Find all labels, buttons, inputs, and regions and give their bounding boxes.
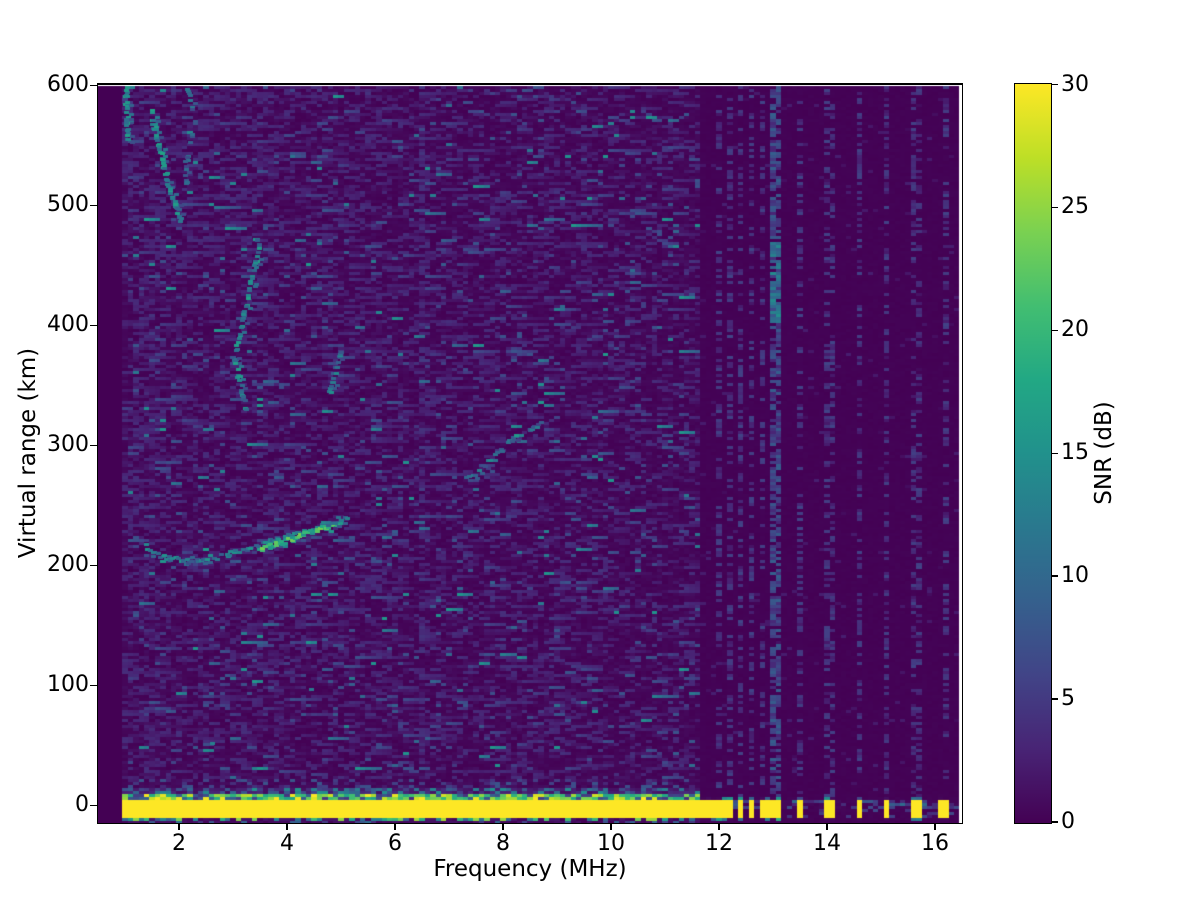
y-tick-label: 300 xyxy=(47,432,89,458)
y-tick-label: 100 xyxy=(47,672,89,698)
x-tick-mark xyxy=(502,823,504,830)
y-tick-label: 600 xyxy=(47,72,89,98)
colorbar-tick-label: 0 xyxy=(1061,809,1075,834)
x-axis-label: Frequency (MHz) xyxy=(433,856,627,882)
colorbar-tick-label: 25 xyxy=(1061,194,1089,220)
colorbar-tick-label: 15 xyxy=(1061,440,1089,466)
ionogram-heatmap xyxy=(98,84,962,823)
x-tick-mark xyxy=(718,823,720,830)
plot-spine-bottom xyxy=(96,822,963,824)
colorbar-tick-label: 10 xyxy=(1061,563,1089,589)
x-tick-mark xyxy=(826,823,828,830)
y-tick-mark xyxy=(90,444,97,447)
colorbar-tick-label: 5 xyxy=(1061,686,1075,712)
plot-spine-right xyxy=(961,83,963,824)
plot-spine-left xyxy=(96,83,98,824)
colorbar-tick-label: 20 xyxy=(1061,317,1089,343)
x-tick-label: 14 xyxy=(813,831,841,856)
colorbar-tick-mark xyxy=(1052,698,1058,700)
colorbar-tick-mark xyxy=(1052,206,1058,209)
x-tick-mark xyxy=(934,823,936,830)
colorbar-label: SNR (dB) xyxy=(1091,401,1117,505)
colorbar xyxy=(1014,83,1052,824)
x-tick-label: 10 xyxy=(597,831,625,856)
colorbar-tick-mark xyxy=(1052,329,1058,332)
y-tick-mark xyxy=(90,324,97,327)
y-tick-label: 0 xyxy=(75,792,89,818)
y-axis-label: Virtual range (km) xyxy=(15,347,41,559)
x-tick-mark xyxy=(610,823,612,830)
x-tick-label: 8 xyxy=(496,831,510,856)
y-tick-mark xyxy=(90,804,97,807)
y-tick-label: 500 xyxy=(47,192,89,218)
x-tick-label: 6 xyxy=(388,831,402,856)
y-tick-mark xyxy=(90,684,97,687)
colorbar-tick-label: 30 xyxy=(1061,71,1089,97)
colorbar-tick-mark xyxy=(1052,83,1058,86)
y-tick-mark xyxy=(90,204,97,207)
x-tick-label: 16 xyxy=(921,831,949,856)
colorbar-tick-mark xyxy=(1052,452,1058,454)
y-tick-mark xyxy=(90,84,97,87)
x-tick-label: 2 xyxy=(172,831,186,856)
x-tick-mark xyxy=(286,823,288,830)
colorbar-tick-mark xyxy=(1052,575,1058,577)
x-tick-mark xyxy=(394,823,396,830)
x-tick-label: 4 xyxy=(280,831,294,856)
x-tick-label: 12 xyxy=(705,831,733,856)
x-tick-mark xyxy=(178,823,180,830)
y-tick-label: 200 xyxy=(47,552,89,578)
plot-spine-top xyxy=(96,83,963,85)
y-tick-label: 400 xyxy=(47,312,89,338)
y-tick-mark xyxy=(90,564,97,567)
colorbar-tick-mark xyxy=(1052,821,1058,823)
